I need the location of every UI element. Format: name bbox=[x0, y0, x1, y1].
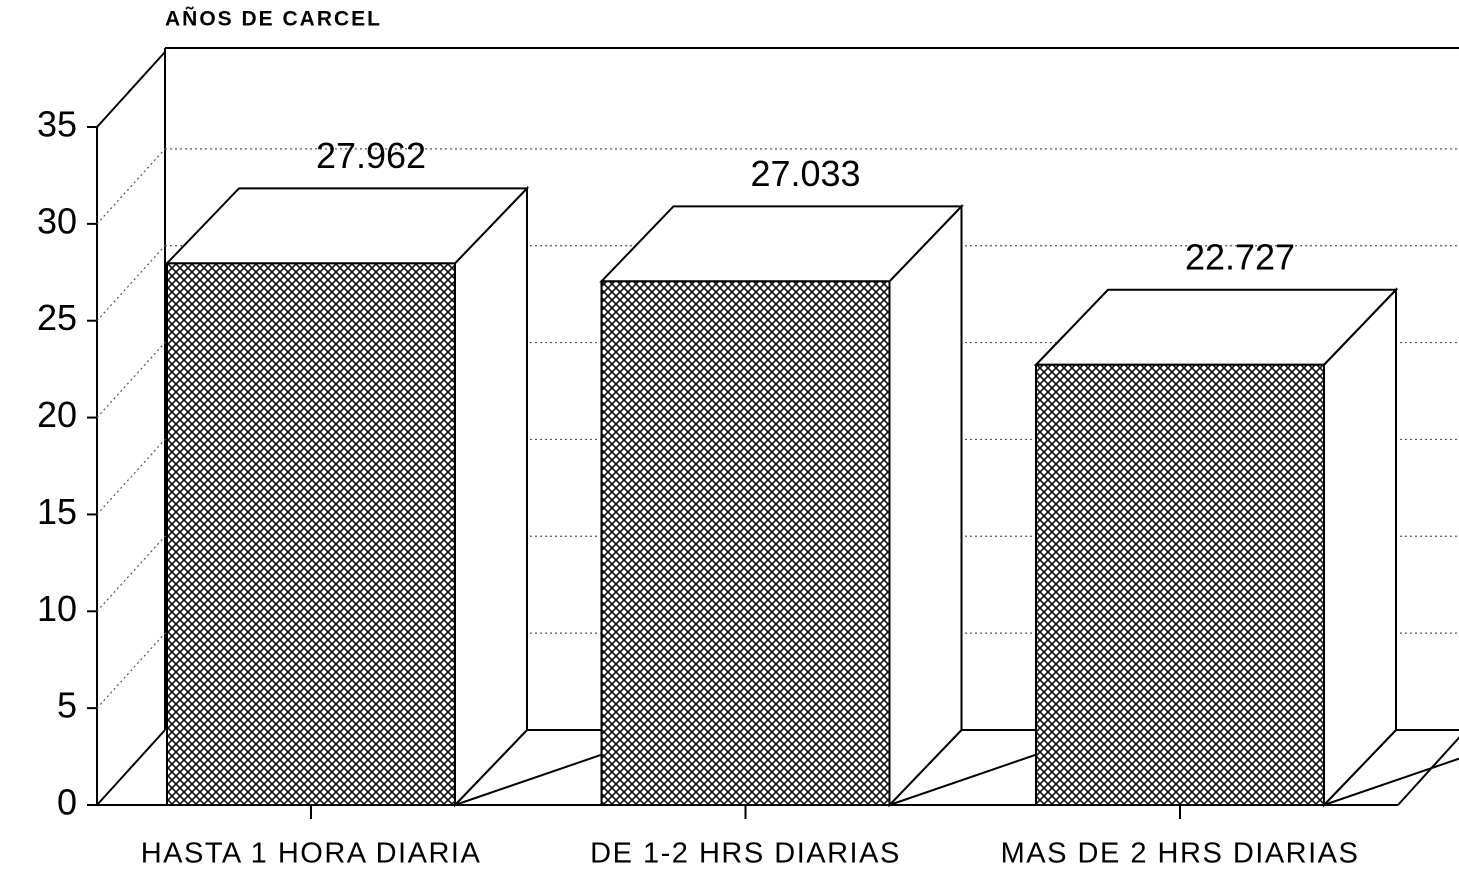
y-axis-label: AÑOS DE CARCEL bbox=[165, 8, 382, 31]
bar bbox=[166, 262, 456, 806]
grid-line-side bbox=[96, 535, 166, 612]
grid-line-side bbox=[96, 342, 166, 418]
bar bbox=[1035, 363, 1325, 806]
bar-side bbox=[454, 185, 528, 808]
value-label: 27.033 bbox=[750, 153, 860, 194]
grid-line-side bbox=[96, 245, 166, 322]
x-tick-label: DE 1-2 HRS DIARIAS bbox=[590, 838, 901, 870]
y-tick-label: 10 bbox=[37, 588, 77, 629]
x-tick-label: HASTA 1 HORA DIARIA bbox=[141, 838, 482, 870]
bar-side bbox=[888, 203, 963, 808]
value-label: 27.962 bbox=[316, 135, 426, 176]
x-tick-label: MAS DE 2 HRS DIARIAS bbox=[1001, 838, 1360, 870]
y-tick-label: 30 bbox=[37, 200, 77, 241]
grid-line-side bbox=[96, 632, 166, 709]
y-tick-label: 5 bbox=[57, 685, 77, 726]
grid-line-side bbox=[96, 148, 166, 225]
bar-side bbox=[1323, 287, 1397, 808]
y-tick-label: 0 bbox=[57, 782, 77, 823]
y-tick-label: 25 bbox=[37, 297, 77, 338]
grid-line-side bbox=[96, 439, 166, 515]
bar bbox=[600, 280, 891, 807]
y-tick-label: 20 bbox=[37, 394, 77, 435]
y-tick-label: 15 bbox=[37, 491, 77, 532]
value-label: 22.727 bbox=[1185, 236, 1295, 277]
y-tick-label: 35 bbox=[37, 104, 77, 145]
